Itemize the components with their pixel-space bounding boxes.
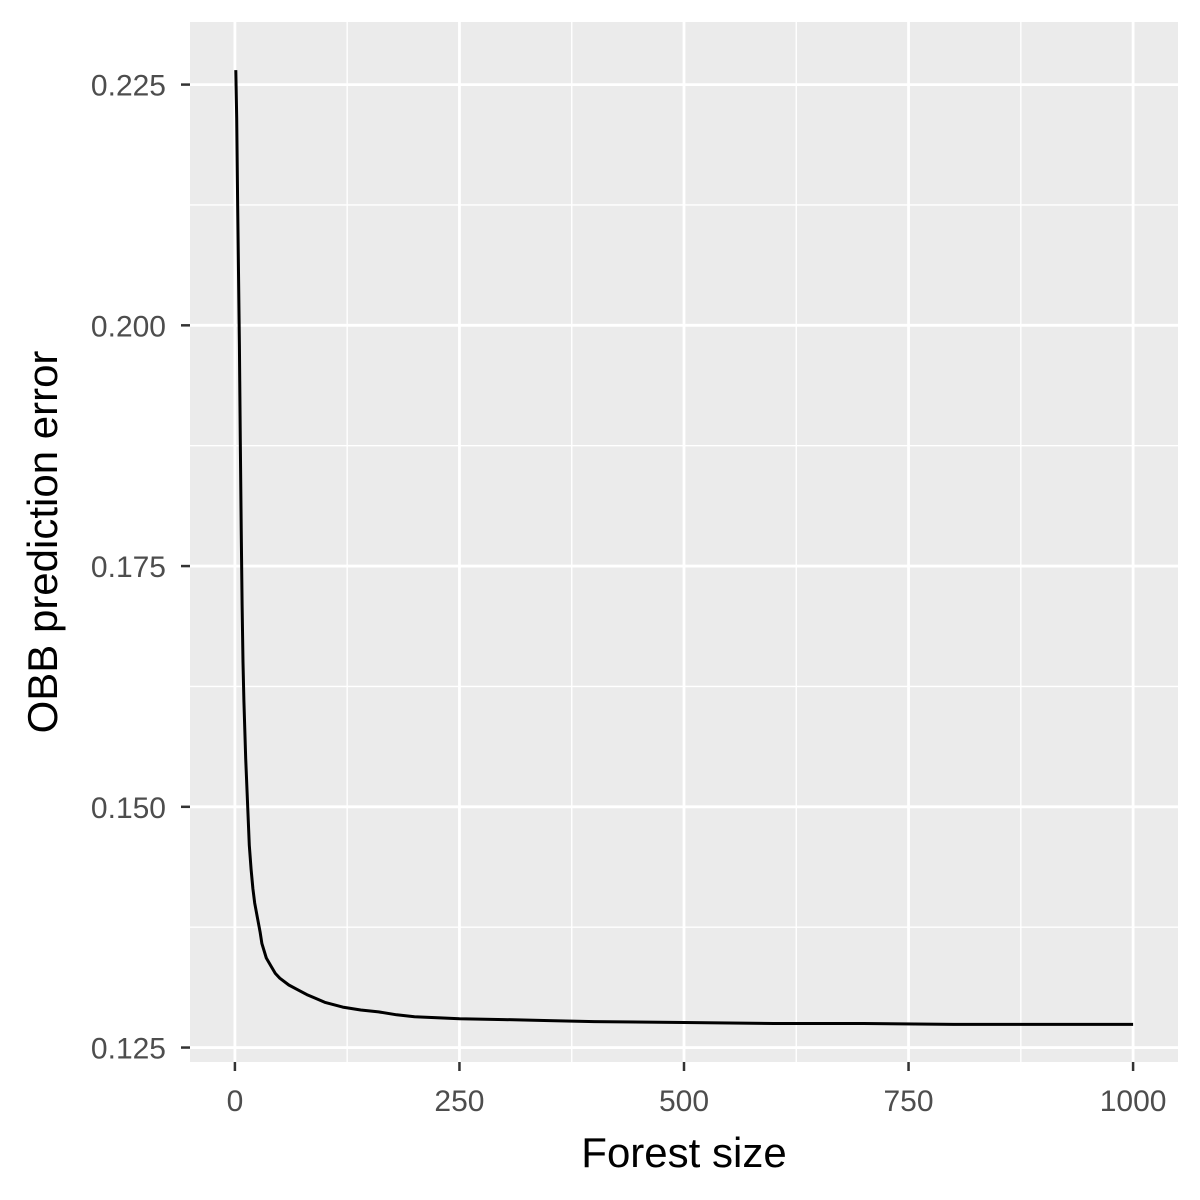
x-axis-title: Forest size (581, 1129, 786, 1176)
series-line (234, 70, 1134, 1026)
y-axis-title: OBB prediction error (19, 351, 66, 734)
axis-ticks (181, 83, 1135, 1071)
y-tick-label: 0.200 (91, 310, 166, 343)
x-tick-label: 500 (659, 1085, 709, 1118)
x-tick-label: 750 (884, 1085, 934, 1118)
grid-lines (190, 22, 1178, 1062)
y-tick-label: 0.225 (91, 70, 166, 103)
y-tick-label: 0.175 (91, 551, 166, 584)
x-tick-label: 1000 (1100, 1085, 1167, 1118)
x-tick-label: 250 (434, 1085, 484, 1118)
series-layer (234, 70, 1134, 1026)
y-tick-label: 0.150 (91, 792, 166, 825)
tick-labels: 0 250 500 750 1000 0.125 0.150 0.175 0.200 0.225 (91, 70, 1167, 1118)
x-tick-label: 0 (227, 1085, 244, 1118)
y-tick-label: 0.125 (91, 1033, 166, 1066)
